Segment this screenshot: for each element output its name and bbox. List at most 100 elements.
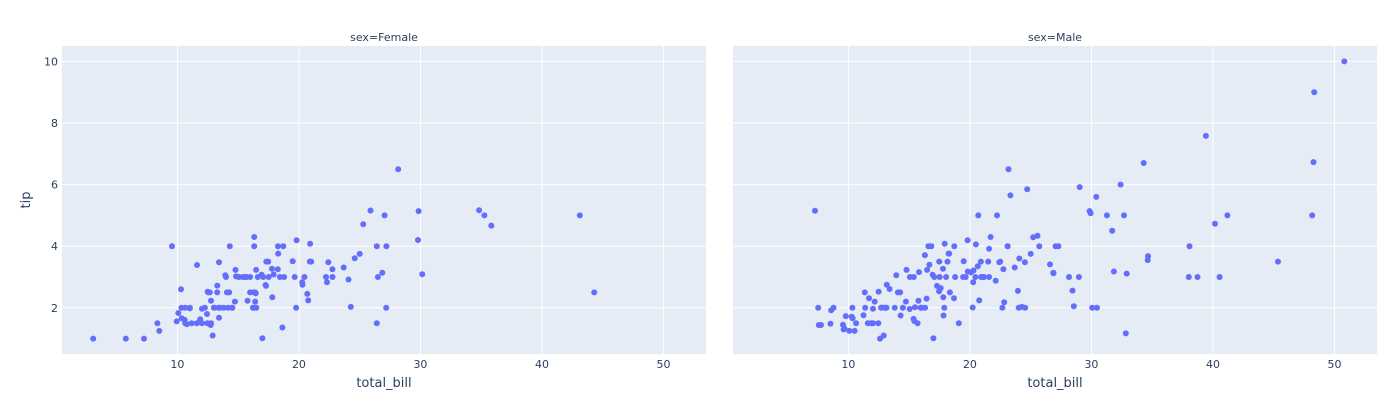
scatter-point [206,289,213,296]
x-tick-label: 20 [963,358,977,371]
scatter-point [304,290,311,297]
scatter-point [830,304,837,311]
scatter-point [926,261,933,268]
scatter-point [930,335,937,342]
scatter-point [183,321,190,328]
scatter-point [293,304,300,311]
scatter-point [1007,192,1014,199]
facet-male: 10 20 30 40 50 sex=Male total_bill [733,31,1377,391]
scatter-point [232,266,239,273]
scatter-point [276,274,283,280]
scatter-point [1094,304,1100,311]
scatter-point [374,274,381,280]
scatter-point [1066,274,1072,280]
x-tick-label: 40 [1206,358,1220,371]
scatter-point [305,297,312,304]
scatter-point [987,234,994,240]
scatter-point [880,332,887,339]
scatter-point [886,286,893,292]
scatter-point [893,272,900,279]
scatter-point [1110,268,1117,275]
scatter-point [247,274,254,280]
x-tick-label: 10 [841,358,855,371]
scatter-point [329,266,336,273]
scatter-point [871,298,878,305]
scatter-point [226,289,233,296]
scatter-point [916,269,922,276]
scatter-point [974,263,981,270]
y-tick-label: 6 [51,179,58,192]
scatter-point [897,312,904,319]
scatter-point [951,295,957,302]
facet-female: 10 20 30 40 50 2 4 6 8 10 sex=Female total_bill tip [19,31,706,391]
scatter-point [182,304,189,311]
scatter-point [969,304,976,311]
y-tick-label: 8 [51,117,58,130]
scatter-point [1024,186,1031,193]
scatter-point [818,322,824,328]
scatter-point [975,212,982,219]
scatter-point [861,289,868,296]
scatter-point [156,327,163,334]
scatter-point [251,243,258,250]
scatter-point [951,243,958,250]
scatter-point [488,222,495,229]
scatter-point [307,240,314,247]
y-axis-title: tip [19,192,34,209]
scatter-point [1309,212,1316,219]
scatter-point [347,303,354,310]
scatter-point [269,265,275,272]
scatter-point [1145,253,1151,260]
scatter-point [252,298,259,305]
scatter-point [381,212,388,219]
scatter-point [941,304,948,311]
scatter-point [175,310,182,316]
scatter-point [252,290,259,297]
scatter-point [972,274,979,280]
scatter-point [1076,184,1083,191]
scatter-point [204,311,210,317]
scatter-point [301,274,308,280]
scatter-point [992,277,999,284]
scatter-point [329,274,336,280]
scatter-point [842,313,849,320]
scatter-point [367,207,374,214]
scatter-point [259,335,266,342]
scatter-point [1122,330,1129,337]
scatter-point [231,298,238,305]
scatter-point [1001,299,1008,306]
scatter-point [1224,212,1231,219]
scatter-point [1123,270,1130,277]
scatter-point [864,320,871,327]
scatter-point [280,243,287,250]
scatter-point [906,306,913,312]
scatter-point [1212,220,1218,227]
y-tick-label: 4 [51,240,58,253]
scatter-point [415,237,421,243]
scatter-point [591,289,598,296]
scatter-point [870,305,876,312]
scatter-point [299,281,306,288]
scatter-point [944,258,951,265]
x-tick-label: 50 [656,358,670,371]
scatter-point [345,276,352,283]
scatter-point [891,304,898,311]
scatter-point [383,304,390,311]
scatter-point [199,320,206,327]
scatter-point [90,335,97,342]
facet-title: sex=Male [1028,31,1082,44]
scatter-point [373,320,380,327]
scatter-point [827,320,834,327]
scatter-point [952,274,959,280]
scatter-point [262,282,269,288]
scatter-point [1089,304,1096,311]
scatter-point [216,314,222,321]
scatter-point [1216,274,1223,280]
scatter-point [1186,243,1193,250]
x-tick-label: 30 [413,358,427,371]
scatter-point [883,304,890,311]
scatter-point [978,274,985,280]
scatter-point [964,237,971,244]
scatter-point [360,221,367,228]
